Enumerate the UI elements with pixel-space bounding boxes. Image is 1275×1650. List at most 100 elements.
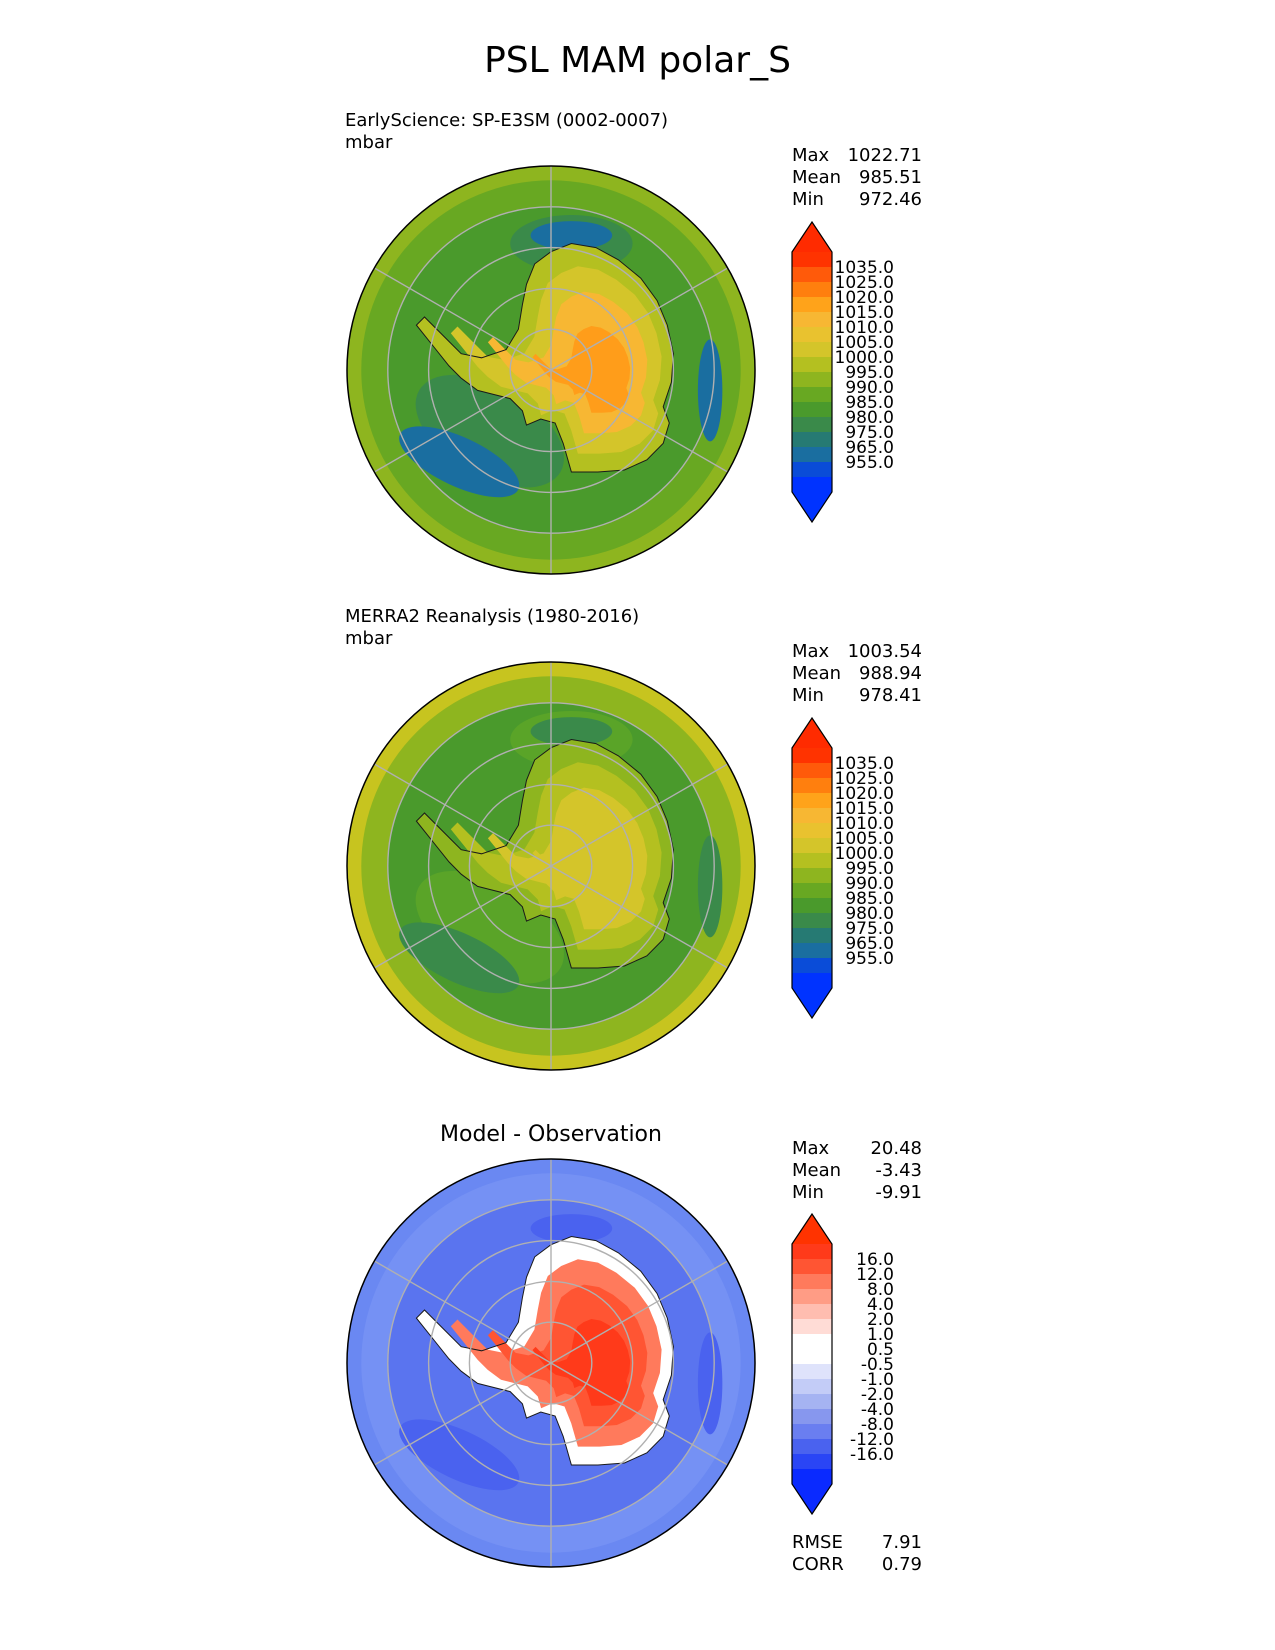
- colorbar-segment: [792, 447, 832, 463]
- low-pressure-core: [697, 835, 723, 938]
- colorbar-tick-label: 16.0: [856, 1250, 894, 1270]
- colorbar-tick-label: 0.5: [867, 1340, 894, 1360]
- colorbar-segment: [792, 297, 832, 313]
- colorbar-tick-label: 12.0: [856, 1265, 894, 1285]
- colorbar-tick-label: -2.0: [861, 1385, 894, 1405]
- antarctic-field-4: [532, 1319, 631, 1406]
- colorbar-tick-label: 1020.0: [835, 784, 894, 804]
- colorbar-reference: 1035.01025.01020.01015.01010.01005.01000…: [791, 716, 894, 1020]
- colorbar-segment: [792, 868, 832, 884]
- colorbar-max-arrow: [792, 718, 832, 748]
- colorbar-tick-label: 1000.0: [835, 348, 894, 368]
- stat-max: Max 1022.71: [792, 145, 922, 166]
- longitude-gridline: [373, 763, 552, 867]
- colorbar-max-arrow: [792, 222, 832, 252]
- colorbar-segment: [792, 928, 832, 944]
- longitude-gridline: [373, 267, 552, 371]
- colorbar-tick-label: 1035.0: [835, 754, 894, 774]
- colorbar-tick-label: 995.0: [845, 859, 894, 879]
- colorbar-segment: [792, 853, 832, 869]
- panel-reference-title: MERRA2 Reanalysis (1980-2016): [345, 606, 640, 627]
- stat-min: Min -9.91: [792, 1182, 922, 1203]
- longitude-gridline: [373, 1362, 552, 1466]
- longitude-gridline: [550, 1362, 729, 1466]
- colorbar-min-arrow: [792, 492, 832, 522]
- low-pressure-core: [399, 922, 520, 994]
- low-pressure-core: [697, 1332, 723, 1435]
- stat-min: Min 972.46: [792, 189, 922, 210]
- polar-map-test: [346, 165, 756, 575]
- stat-mean: Mean 985.51: [792, 167, 922, 188]
- colorbar-segment: [792, 1319, 832, 1335]
- antarctica-coastline: [415, 242, 674, 473]
- colorbar-segment: [792, 1244, 832, 1260]
- colorbar-segment: [792, 763, 832, 779]
- low-pressure-core: [399, 426, 520, 498]
- colorbar-tick-label: 965.0: [845, 438, 894, 458]
- colorbar-segment: [792, 432, 832, 448]
- figure-title: PSL MAM polar_S: [484, 40, 791, 81]
- colorbar-tick-label: 4.0: [867, 1295, 894, 1315]
- colorbar-difference: 16.012.08.04.02.01.00.5-0.5-1.0-2.0-4.0-…: [791, 1212, 894, 1516]
- colorbar-tick-label: 1000.0: [835, 844, 894, 864]
- colorbar-segment: [792, 778, 832, 794]
- longitude-gridline: [373, 1260, 552, 1364]
- polar-map-difference: [346, 1158, 756, 1568]
- colorbar-tick-label: 990.0: [845, 378, 894, 398]
- colorbar-segment: [792, 883, 832, 899]
- colorbar-segment: [792, 387, 832, 403]
- colorbar-tick-label: 8.0: [867, 1280, 894, 1300]
- colorbar-tick-label: 1020.0: [835, 288, 894, 308]
- panel-reference-units: mbar: [345, 628, 393, 649]
- colorbar-tick-label: 1025.0: [835, 769, 894, 789]
- stat-min: Min 978.41: [792, 685, 922, 706]
- longitude-gridline: [550, 369, 729, 473]
- colorbar-tick-label: 985.0: [845, 393, 894, 413]
- colorbar-tick-label: 955.0: [845, 453, 894, 473]
- colorbar-tick-label: 980.0: [845, 904, 894, 924]
- colorbar-tick-label: 955.0: [845, 949, 894, 969]
- colorbar-tick-label: 1010.0: [835, 318, 894, 338]
- colorbar-tick-label: 985.0: [845, 889, 894, 909]
- low-pressure-core: [399, 1419, 520, 1491]
- colorbar-segment: [792, 417, 832, 433]
- colorbar-segment: [792, 898, 832, 914]
- colorbar-tick-label: -16.0: [850, 1445, 894, 1465]
- colorbar-tick-label: -0.5: [861, 1355, 894, 1375]
- colorbar-tick-label: 980.0: [845, 408, 894, 428]
- colorbar-segment: [792, 823, 832, 839]
- colorbar-tick-label: 1035.0: [835, 258, 894, 278]
- panel-test-title: EarlyScience: SP-E3SM (0002-0007): [345, 110, 669, 131]
- colorbar-tick-label: -1.0: [861, 1370, 894, 1390]
- colorbar-segment: [792, 1289, 832, 1305]
- colorbar-segment: [792, 372, 832, 388]
- antarctic-field-4: [532, 822, 631, 909]
- colorbar-segment: [792, 1304, 832, 1320]
- stats-reference: Max 1003.54 Mean 988.94 Min 978.41: [792, 641, 922, 707]
- stats-difference: Max 20.48 Mean -3.43 Min -9.91: [792, 1138, 922, 1204]
- colorbar-tick-label: 995.0: [845, 363, 894, 383]
- colorbar-tick-label: 1025.0: [835, 273, 894, 293]
- stat-mean: Mean -3.43: [792, 1160, 922, 1181]
- colorbar-tick-label: 1005.0: [835, 333, 894, 353]
- colorbar-tick-label: 990.0: [845, 874, 894, 894]
- colorbar-tick-label: -4.0: [861, 1400, 894, 1420]
- longitude-gridline: [550, 763, 729, 867]
- stat-mean: Mean 988.94: [792, 663, 922, 684]
- colorbar-max-arrow: [792, 1214, 832, 1244]
- colorbar-tick-label: 975.0: [845, 423, 894, 443]
- colorbar-tick-label: 1.0: [867, 1325, 894, 1345]
- colorbar-tick-label: 1015.0: [835, 303, 894, 323]
- longitude-gridline: [550, 1260, 729, 1364]
- antarctica-coastline: [415, 1235, 674, 1466]
- colorbar-segment: [792, 1334, 832, 1350]
- colorbar-segment: [792, 1454, 832, 1470]
- colorbar-segment: [792, 1379, 832, 1395]
- colorbar-segment: [792, 958, 832, 974]
- longitude-gridline: [373, 369, 552, 473]
- colorbar-tick-label: 965.0: [845, 934, 894, 954]
- colorbar-segment: [792, 838, 832, 854]
- map-boundary: [346, 1158, 756, 1568]
- metrics-difference: RMSE 7.91 CORR 0.79: [792, 1532, 922, 1576]
- colorbar-segment: [792, 1364, 832, 1380]
